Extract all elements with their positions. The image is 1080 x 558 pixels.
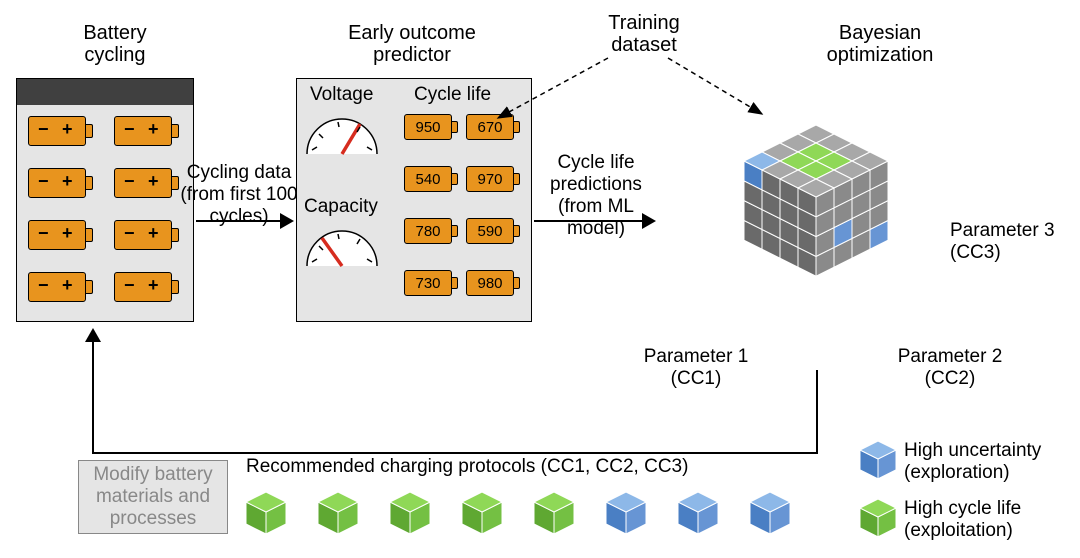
cycle-pred-label: Cycle life predictions (from ML model) bbox=[536, 152, 656, 240]
battery-panel-header bbox=[17, 79, 193, 105]
voltage-label: Voltage bbox=[310, 84, 373, 106]
protocol-cube bbox=[596, 484, 656, 544]
recommended-label: Recommended charging protocols (CC1, CC2… bbox=[242, 456, 692, 478]
param2-label: Parameter 2(CC2) bbox=[880, 346, 1020, 390]
param1-label: Parameter 1(CC1) bbox=[626, 346, 766, 390]
battery-cell: −+ bbox=[28, 272, 93, 302]
cycle-life-cell: 590 bbox=[466, 218, 520, 244]
battery-cell: −+ bbox=[114, 168, 179, 198]
param3-label: Parameter 3(CC3) bbox=[950, 220, 1080, 264]
cycle-life-cell: 980 bbox=[466, 270, 520, 296]
legend-cube-icon bbox=[850, 492, 906, 548]
cycle-life-cell: 950 bbox=[404, 114, 458, 140]
protocol-cube bbox=[524, 484, 584, 544]
battery-cell: −+ bbox=[114, 272, 179, 302]
capacity-gauge-icon bbox=[302, 222, 382, 270]
protocol-cube bbox=[668, 484, 728, 544]
legend-green-label: High cycle life(exploitation) bbox=[904, 498, 1074, 542]
training-dataset-title: Training dataset bbox=[584, 12, 704, 56]
cycle-life-cell: 730 bbox=[404, 270, 458, 296]
cycling-data-label: Cycling data (from first 100 cycles) bbox=[178, 162, 300, 228]
feedback-vert-left bbox=[92, 342, 94, 454]
battery-cycling-title: Battery cycling bbox=[55, 22, 175, 66]
battery-cell: −+ bbox=[114, 220, 179, 250]
cycle-life-cell: 780 bbox=[404, 218, 458, 244]
legend-blue-label: High uncertainty(exploration) bbox=[904, 440, 1074, 484]
battery-cell: −+ bbox=[28, 220, 93, 250]
bayesian-title: Bayesian optimization bbox=[790, 22, 970, 66]
legend-cube-icon bbox=[850, 434, 906, 490]
battery-cell: −+ bbox=[28, 168, 93, 198]
feedback-horiz bbox=[92, 452, 818, 454]
feedback-vert-right bbox=[816, 370, 818, 454]
protocol-cube bbox=[740, 484, 800, 544]
bayesian-cube bbox=[656, 70, 976, 380]
protocol-cube bbox=[308, 484, 368, 544]
capacity-label: Capacity bbox=[304, 196, 378, 218]
early-predictor-title: Early outcome predictor bbox=[322, 22, 502, 66]
battery-cell: −+ bbox=[28, 116, 93, 146]
battery-cell: −+ bbox=[114, 116, 179, 146]
feedback-head bbox=[85, 328, 101, 342]
voltage-gauge-icon bbox=[302, 110, 382, 158]
cycle-life-cell: 540 bbox=[404, 166, 458, 192]
protocol-cube bbox=[452, 484, 512, 544]
protocol-cube bbox=[236, 484, 296, 544]
protocol-cube bbox=[380, 484, 440, 544]
modify-box: Modify batterymaterials andprocesses bbox=[78, 460, 228, 534]
cycle-life-cell: 670 bbox=[466, 114, 520, 140]
cycle-life-cell: 970 bbox=[466, 166, 520, 192]
cycle-life-label: Cycle life bbox=[414, 84, 491, 106]
